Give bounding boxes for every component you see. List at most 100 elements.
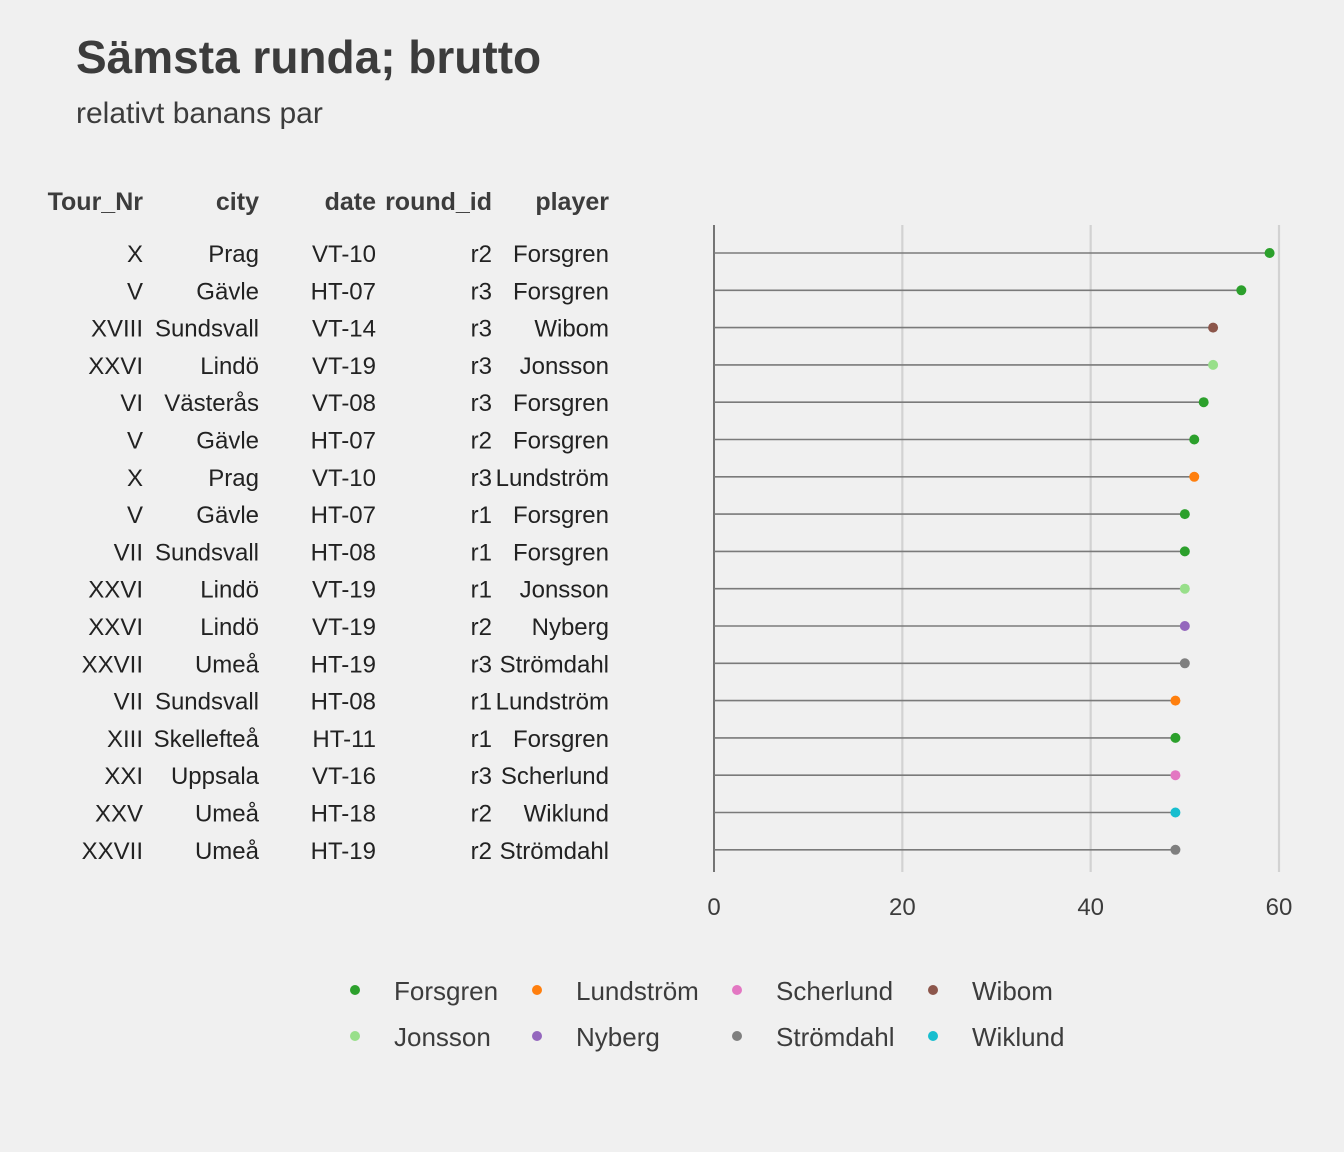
legend-label: Wiklund bbox=[972, 1022, 1064, 1052]
header-player: player bbox=[535, 188, 609, 216]
cell-city: Umeå bbox=[195, 651, 260, 678]
legend-marker bbox=[732, 1031, 742, 1041]
legend-marker bbox=[532, 1031, 542, 1041]
cell-player: Forsgren bbox=[513, 278, 609, 305]
cell-tour-nr: XXVI bbox=[88, 353, 143, 380]
cell-date: HT-11 bbox=[312, 726, 376, 753]
cell-city: Lindö bbox=[200, 353, 259, 380]
lollipop-point bbox=[1208, 359, 1219, 370]
cell-player: Forsgren bbox=[513, 428, 609, 455]
cell-date: HT-07 bbox=[311, 428, 376, 455]
cell-round-id: r1 bbox=[471, 726, 492, 753]
cell-round-id: r2 bbox=[471, 801, 492, 828]
cell-round-id: r3 bbox=[471, 390, 492, 417]
legend-label: Lundström bbox=[576, 976, 699, 1006]
cell-player: Strömdahl bbox=[500, 651, 609, 678]
cell-date: VT-19 bbox=[312, 577, 376, 604]
header-date: date bbox=[325, 188, 377, 216]
lollipop-point bbox=[1179, 546, 1190, 557]
cell-date: VT-10 bbox=[312, 465, 376, 492]
chart-title: Sämsta runda; brutto bbox=[76, 31, 542, 83]
lollipop-point bbox=[1179, 509, 1190, 520]
legend-marker bbox=[928, 985, 938, 995]
cell-date: VT-10 bbox=[312, 241, 376, 268]
legend: Forsgren Jonsson Lundström Nyberg Scherlund S… bbox=[350, 976, 1064, 1052]
cell-city: Prag bbox=[208, 241, 259, 268]
cell-city: Skellefteå bbox=[154, 726, 260, 753]
header-city: city bbox=[216, 188, 259, 216]
grid-lines bbox=[713, 225, 1281, 872]
lollipop-point bbox=[1189, 471, 1200, 482]
cell-tour-nr: V bbox=[127, 428, 143, 455]
cell-player: Wibom bbox=[534, 316, 609, 343]
cell-tour-nr: XXVII bbox=[82, 838, 143, 865]
cell-round-id: r1 bbox=[471, 689, 492, 716]
lollipop-point bbox=[1208, 322, 1219, 333]
cell-player: Jonsson bbox=[520, 353, 609, 380]
lollipop-point bbox=[1264, 248, 1275, 258]
cell-player: Forsgren bbox=[513, 539, 609, 566]
lollipop-point bbox=[1170, 695, 1181, 706]
cell-tour-nr: V bbox=[127, 278, 143, 305]
lollipop-point bbox=[1170, 770, 1181, 781]
cell-tour-nr: XXV bbox=[95, 801, 143, 828]
cell-player: Scherlund bbox=[501, 763, 609, 790]
cell-player: Forsgren bbox=[513, 502, 609, 529]
chart-subtitle: relativt banans par bbox=[76, 97, 323, 130]
cell-player: Jonsson bbox=[520, 577, 609, 604]
cell-city: Gävle bbox=[196, 502, 259, 529]
cell-tour-nr: XIII bbox=[107, 726, 143, 753]
cell-city: Sundsvall bbox=[155, 689, 259, 716]
x-axis-ticks: 0 20 40 60 bbox=[707, 894, 1292, 921]
cell-city: Västerås bbox=[164, 390, 259, 417]
cell-player: Forsgren bbox=[513, 726, 609, 753]
cell-round-id: r3 bbox=[471, 316, 492, 343]
cell-round-id: r2 bbox=[471, 614, 492, 641]
lollipop-point bbox=[1170, 807, 1181, 818]
lollipop-point bbox=[1236, 285, 1247, 296]
cell-tour-nr: VII bbox=[114, 539, 143, 566]
x-tick-label: 60 bbox=[1266, 894, 1293, 921]
lollipop-point bbox=[1179, 658, 1190, 669]
table-headers: Tour_Nr city date round_id player bbox=[48, 188, 610, 216]
cell-date: HT-07 bbox=[311, 502, 376, 529]
legend-marker bbox=[928, 1031, 938, 1041]
cell-player: Forsgren bbox=[513, 241, 609, 268]
cell-tour-nr: XVIII bbox=[91, 316, 143, 343]
lollipop-point bbox=[1179, 621, 1190, 631]
lollipop-point bbox=[1170, 732, 1181, 743]
legend-label: Nyberg bbox=[576, 1022, 660, 1052]
cell-date: HT-08 bbox=[311, 539, 376, 566]
cell-city: Gävle bbox=[196, 278, 259, 305]
cell-date: VT-19 bbox=[312, 614, 376, 641]
cell-date: VT-16 bbox=[312, 763, 376, 790]
cell-tour-nr: VII bbox=[114, 689, 143, 716]
cell-city: Umeå bbox=[195, 801, 260, 828]
cell-city: Sundsvall bbox=[155, 316, 259, 343]
legend-marker bbox=[732, 985, 742, 995]
cell-tour-nr: XXVII bbox=[82, 651, 143, 678]
lollipop-marks bbox=[714, 248, 1275, 855]
cell-date: HT-19 bbox=[311, 651, 376, 678]
cell-date: HT-07 bbox=[311, 278, 376, 305]
cell-city: Umeå bbox=[195, 838, 260, 865]
legend-label: Strömdahl bbox=[776, 1022, 895, 1052]
cell-city: Prag bbox=[208, 465, 259, 492]
x-tick-label: 0 bbox=[707, 894, 720, 921]
cell-player: Lundström bbox=[496, 689, 609, 716]
cell-city: Lindö bbox=[200, 614, 259, 641]
cell-tour-nr: V bbox=[127, 502, 143, 529]
cell-tour-nr: XXI bbox=[104, 763, 143, 790]
lollipop-point bbox=[1179, 583, 1190, 594]
cell-tour-nr: X bbox=[127, 241, 143, 268]
cell-round-id: r3 bbox=[471, 763, 492, 790]
cell-date: VT-19 bbox=[312, 353, 376, 380]
cell-player: Wiklund bbox=[524, 801, 609, 828]
cell-city: Uppsala bbox=[171, 763, 260, 790]
cell-player: Nyberg bbox=[532, 614, 609, 641]
cell-player: Forsgren bbox=[513, 390, 609, 417]
cell-player: Strömdahl bbox=[500, 838, 609, 865]
cell-tour-nr: X bbox=[127, 465, 143, 492]
cell-round-id: r2 bbox=[471, 428, 492, 455]
